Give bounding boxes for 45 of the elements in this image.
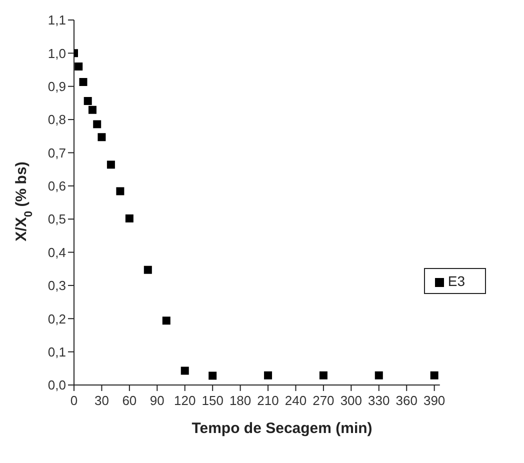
point bbox=[430, 371, 438, 380]
x-tick-label: 150 bbox=[202, 393, 224, 408]
y-tick-label: 0,4 bbox=[48, 244, 66, 260]
y-tick-label: 0,2 bbox=[48, 311, 66, 326]
y-tick-label: 0,5 bbox=[48, 212, 66, 227]
point bbox=[88, 106, 96, 114]
x-tick-label: 120 bbox=[174, 393, 196, 408]
x-tick-label: 0 bbox=[70, 393, 78, 408]
x-tick-label: 210 bbox=[257, 393, 279, 408]
y-tick-label: 0,6 bbox=[48, 178, 66, 194]
x-tick-label: 360 bbox=[396, 393, 418, 408]
y-tick-label: 1,0 bbox=[48, 46, 66, 61]
y-tick-label: 0,8 bbox=[48, 112, 66, 128]
x-tick-label: 90 bbox=[150, 393, 164, 408]
y-tick-label: 0,3 bbox=[48, 278, 66, 294]
point bbox=[162, 316, 170, 325]
x-tick-label: 240 bbox=[284, 393, 307, 408]
point bbox=[125, 214, 134, 222]
point bbox=[374, 371, 383, 380]
point bbox=[208, 372, 217, 380]
x-tick-label: 330 bbox=[368, 393, 390, 408]
x-axis-title: Tempo de Secagem (min) bbox=[192, 420, 372, 437]
y-tick-label: 1,1 bbox=[48, 12, 66, 28]
x-tick-label: 60 bbox=[122, 393, 137, 408]
point bbox=[144, 266, 152, 274]
y-tick-label: 0,0 bbox=[48, 378, 66, 393]
point bbox=[84, 96, 92, 105]
point bbox=[180, 366, 189, 375]
point bbox=[116, 187, 124, 196]
x-tick-label: 300 bbox=[340, 393, 362, 408]
x-tick-label: 390 bbox=[423, 393, 446, 408]
point bbox=[319, 371, 328, 380]
point bbox=[264, 371, 272, 380]
point bbox=[79, 78, 88, 86]
point bbox=[106, 160, 115, 169]
x-tick-label: 180 bbox=[229, 393, 252, 408]
y-tick-label: 0,7 bbox=[48, 145, 66, 160]
point bbox=[74, 62, 83, 70]
y-tick-label: 0,1 bbox=[48, 344, 66, 360]
point bbox=[93, 120, 102, 128]
x-tick-label: 270 bbox=[312, 393, 334, 408]
x-tick-label: 30 bbox=[94, 393, 109, 408]
y-tick-label: 0,9 bbox=[48, 78, 66, 94]
point bbox=[98, 133, 106, 142]
legend-label: E3 bbox=[448, 273, 465, 289]
